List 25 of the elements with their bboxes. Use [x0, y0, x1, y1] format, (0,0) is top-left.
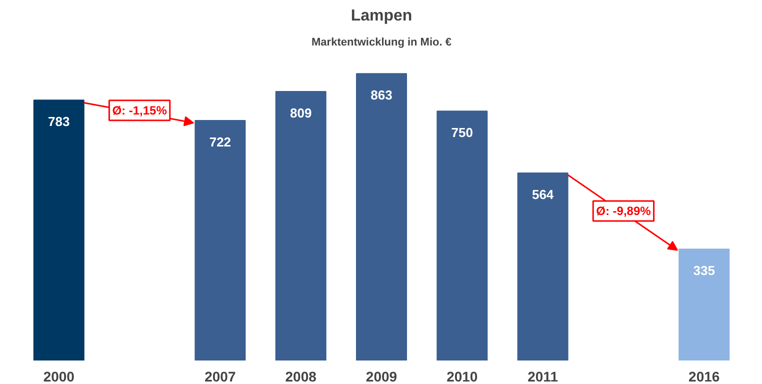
- bar: [275, 91, 326, 360]
- x-tick-label: 2000: [43, 368, 75, 384]
- data-label: 809: [290, 106, 312, 121]
- annotation: Ø: -1,15%: [112, 103, 168, 118]
- annotation: Ø: -9,89%: [596, 204, 652, 218]
- bar: [517, 172, 568, 360]
- chart-title: Lampen: [350, 8, 412, 24]
- data-label: 564: [532, 186, 554, 202]
- data-label: 722: [209, 134, 232, 150]
- bar: [33, 100, 84, 360]
- x-tick-label: 2016: [688, 368, 720, 384]
- data-label: 863: [370, 88, 392, 103]
- bar: [678, 248, 730, 360]
- x-tick-label: 2011: [528, 368, 558, 384]
- bar: [194, 120, 246, 360]
- x-tick-label: 2007: [204, 368, 236, 384]
- bar: [356, 73, 407, 360]
- chart-subtitle: Marktentwicklung in Mio. €: [312, 36, 452, 48]
- bar: [436, 110, 488, 360]
- data-label: 783: [48, 114, 70, 130]
- data-label: 335: [693, 263, 715, 278]
- x-tick-label: 2010: [446, 368, 478, 384]
- x-tick-label: 2009: [366, 368, 398, 384]
- x-tick-label: 2008: [285, 368, 317, 384]
- data-label: 750: [451, 125, 474, 140]
